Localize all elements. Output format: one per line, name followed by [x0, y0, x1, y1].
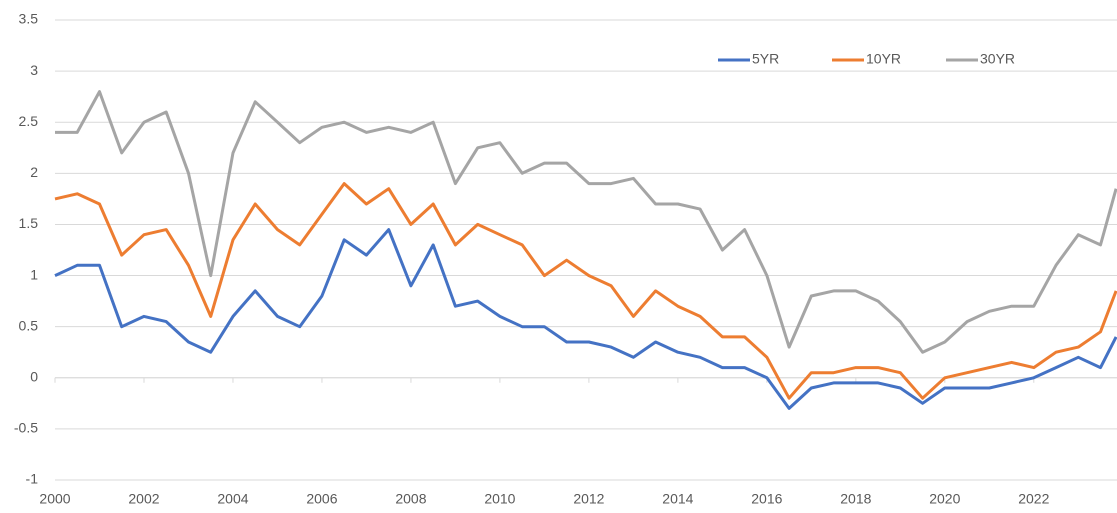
- y-tick-label: 2: [30, 164, 38, 180]
- y-tick-label: 0: [30, 368, 38, 384]
- x-tick-label: 2020: [929, 491, 960, 507]
- x-tick-label: 2016: [751, 491, 782, 507]
- series-line: [54, 228, 1117, 410]
- x-tick-label: 2018: [840, 491, 871, 507]
- series-line: [55, 90, 1117, 354]
- x-tick-label: 2012: [573, 491, 604, 507]
- series-line: [54, 182, 1117, 400]
- y-tick-label: 3.5: [19, 11, 39, 27]
- x-tick-label: 2010: [484, 491, 515, 507]
- y-tick-label: 2.5: [19, 113, 39, 129]
- legend-label: 5YR: [752, 51, 779, 67]
- y-tick-label: 1: [30, 266, 38, 282]
- x-tick-label: 2006: [306, 491, 337, 507]
- legend-label: 10YR: [866, 51, 901, 67]
- x-tick-label: 2000: [39, 491, 70, 507]
- y-tick-label: 3: [30, 62, 38, 78]
- y-tick-label: 1.5: [19, 215, 39, 231]
- y-tick-label: 0.5: [19, 317, 39, 333]
- x-tick-label: 2008: [395, 491, 426, 507]
- x-tick-label: 2022: [1018, 491, 1049, 507]
- y-tick-label: -0.5: [14, 420, 38, 436]
- x-tick-label: 2014: [662, 491, 693, 507]
- x-tick-label: 2002: [128, 491, 159, 507]
- y-tick-label: -1: [26, 471, 39, 487]
- legend-label: 30YR: [980, 51, 1015, 67]
- x-tick-label: 2004: [217, 491, 248, 507]
